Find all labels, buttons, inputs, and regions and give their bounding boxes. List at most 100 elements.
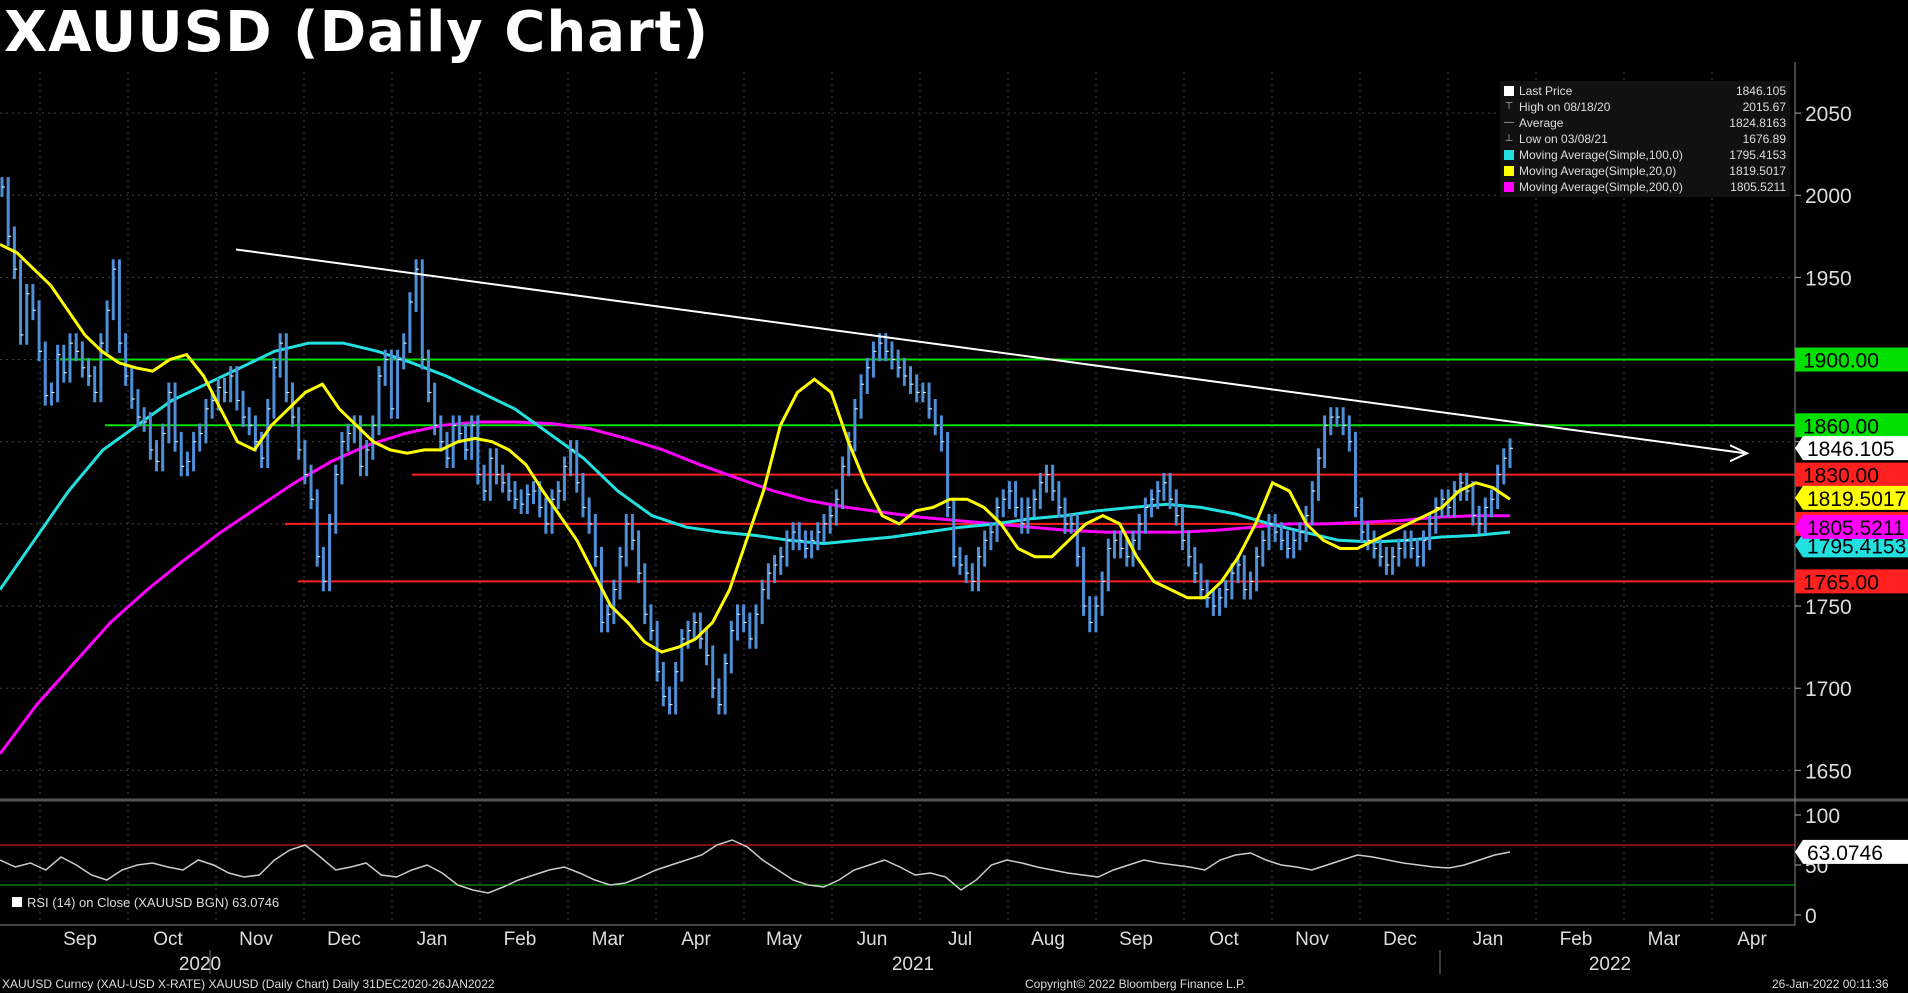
legend-row: ⊥ Low on 03/08/21 1676.89 — [1504, 131, 1786, 147]
legend-value: 1805.5211 — [1730, 180, 1786, 194]
level-tag — [1795, 347, 1908, 372]
price-tick-label: 1750 — [1805, 596, 1852, 619]
legend-row: Moving Average(Simple,20,0) 1819.5017 — [1504, 163, 1786, 179]
footer-timestamp: 26-Jan-2022 00:11:36 — [1772, 977, 1889, 991]
ma200-line — [0, 420, 1510, 755]
value-tag-label: 1805.5211 — [1807, 517, 1905, 540]
month-tick-label: Sep — [63, 929, 97, 950]
level-tag — [1795, 569, 1908, 594]
legend-key: Last Price — [1504, 83, 1572, 99]
ma20-line — [0, 243, 1511, 654]
legend-key: Moving Average(Simple,200,0) — [1504, 179, 1683, 195]
price-tick-label: 2050 — [1805, 103, 1852, 126]
rsi-value-tag-label: 63.0746 — [1807, 842, 1883, 865]
footer-copyright: Copyright© 2022 Bloomberg Finance L.P. — [1025, 977, 1246, 991]
price-tick-label: 1650 — [1805, 760, 1852, 783]
trendline-segment — [235, 248, 1746, 455]
legend-key: Moving Average(Simple,100,0) — [1504, 147, 1683, 163]
month-tick-label: Jan — [417, 929, 448, 950]
value-tag-label: 1819.5017 — [1807, 488, 1906, 511]
legend-value: 1676.89 — [1742, 132, 1786, 146]
legend-key: — Average — [1504, 115, 1563, 131]
legend-value: 1795.4153 — [1729, 148, 1786, 162]
level-tag-label: 1860.00 — [1803, 415, 1879, 438]
legend-swatch — [1504, 86, 1514, 96]
month-tick-label: Feb — [1560, 929, 1593, 950]
month-tick-label: Feb — [504, 929, 537, 950]
month-tick-label: Apr — [681, 929, 711, 950]
legend-value: 1819.5017 — [1729, 164, 1786, 178]
rsi-line — [0, 839, 1511, 894]
chart-footer: XAUUSD Curncy (XAU-USD X-RATE) XAUUSD (D… — [0, 975, 1908, 993]
legend-row: ⊤ High on 08/18/20 2015.67 — [1504, 99, 1786, 115]
trendline-arrowhead — [1729, 444, 1750, 463]
legend-label: Last Price — [1519, 84, 1573, 98]
legend-row: Last Price 1846.105 — [1504, 83, 1786, 99]
month-tick-label: Nov — [1295, 929, 1329, 950]
footer-source: XAUUSD Curncy (XAU-USD X-RATE) XAUUSD (D… — [2, 977, 495, 991]
level-tag — [1795, 462, 1908, 487]
year-label: 2022 — [1589, 954, 1631, 975]
value-tag-label: 1795.4153 — [1807, 535, 1906, 558]
level-tag-label: 1900.00 — [1803, 350, 1879, 373]
legend-label: Moving Average(Simple,200,0) — [1519, 180, 1683, 194]
level-tag-label: 1830.00 — [1803, 465, 1879, 488]
trendline — [235, 248, 1750, 463]
value-tags: 1900.001860.001830.001800.001765.001795.… — [1795, 347, 1908, 865]
high-marker-icon: ⊤ — [1504, 101, 1514, 112]
legend-label: Low on 03/08/21 — [1519, 132, 1608, 146]
legend-swatch — [1504, 166, 1514, 176]
month-tick-label: Nov — [239, 929, 273, 950]
level-tag-label: 1765.00 — [1803, 571, 1879, 594]
rsi-legend-label: RSI (14) on Close (XAUUSD BGN) 63.0746 — [27, 895, 280, 910]
month-tick-label: Jul — [948, 929, 972, 950]
legend-row: — Average 1824.8163 — [1504, 115, 1786, 131]
price-tick-label: 1950 — [1805, 267, 1852, 290]
support-resistance-levels — [0, 358, 1795, 886]
rsi-tick-label: 100 — [1805, 805, 1840, 828]
legend-row: Moving Average(Simple,200,0) 1805.5211 — [1504, 179, 1786, 195]
price-tick-label: 1700 — [1805, 678, 1852, 701]
legend-key: Moving Average(Simple,20,0) — [1504, 163, 1676, 179]
chart-title: XAUUSD (Daily Chart) — [4, 0, 710, 65]
legend-key: ⊤ High on 08/18/20 — [1504, 99, 1611, 115]
legend-label: Moving Average(Simple,100,0) — [1519, 148, 1683, 162]
month-tick-label: Jun — [857, 929, 888, 950]
year-label: 2021 — [892, 954, 934, 975]
month-tick-label: May — [766, 929, 802, 950]
legend-label: High on 08/18/20 — [1519, 100, 1611, 114]
month-tick-label: Aug — [1031, 929, 1065, 950]
legend-key: ⊥ Low on 03/08/21 — [1504, 131, 1608, 147]
rsi-swatch — [12, 897, 22, 907]
legend-value: 1824.8163 — [1729, 116, 1786, 130]
legend-value: 1846.105 — [1735, 84, 1786, 98]
month-tick-label: Dec — [327, 929, 361, 950]
month-tick-label: Apr — [1737, 929, 1767, 950]
chart-axes: Sep Oct Nov Dec Jan Feb Mar Apr May Jun Jul Aug Sep O… — [63, 103, 1852, 975]
ma100-line — [0, 341, 1511, 591]
month-tick-label: Sep — [1119, 929, 1153, 950]
value-tag-label: 1846.105 — [1807, 438, 1895, 461]
month-tick-label: Dec — [1383, 929, 1417, 950]
level-tag — [1795, 413, 1908, 438]
rsi-tick-label: 0 — [1805, 905, 1817, 928]
value-tag — [1795, 485, 1908, 510]
month-tick-label: Mar — [1648, 929, 1681, 950]
legend-row: Moving Average(Simple,100,0) 1795.4153 — [1504, 147, 1786, 163]
year-label: 2020 — [179, 954, 221, 975]
average-marker-icon: — — [1504, 117, 1514, 128]
price-series — [0, 177, 1513, 894]
low-marker-icon: ⊥ — [1504, 133, 1514, 144]
legend-label: Moving Average(Simple,20,0) — [1519, 164, 1677, 178]
rsi-legend: RSI (14) on Close (XAUUSD BGN) 63.0746 — [12, 895, 279, 910]
legend-swatch — [1504, 150, 1514, 160]
chart-legend: Last Price 1846.105 ⊤ High on 08/18/20 2015.… — [1500, 81, 1790, 197]
legend-label: Average — [1519, 116, 1564, 130]
value-tag — [1795, 514, 1908, 539]
value-tag — [1795, 533, 1908, 558]
month-tick-label: Mar — [592, 929, 625, 950]
legend-value: 2015.67 — [1742, 100, 1786, 114]
legend-swatch — [1504, 182, 1514, 192]
month-tick-label: Oct — [153, 929, 183, 950]
